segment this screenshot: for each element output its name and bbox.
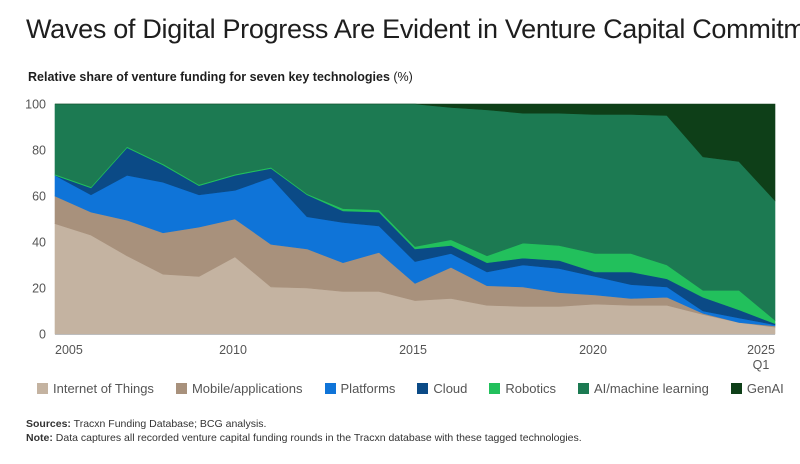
x-tick-label: 2025 xyxy=(747,343,775,357)
x-tick-label: 2015 xyxy=(399,343,427,357)
x-tick-label: 2010 xyxy=(219,343,247,357)
note-label: Note: xyxy=(26,432,53,444)
legend-item-ai-machine-learning: AI/machine learning xyxy=(577,381,709,396)
y-tick-label: 60 xyxy=(32,190,46,204)
subtitle-text: Relative share of venture funding for se… xyxy=(28,70,390,84)
sources-label: Sources: xyxy=(26,418,71,430)
chart-subtitle: Relative share of venture funding for se… xyxy=(28,70,413,84)
x-tick-sublabel: Q1 xyxy=(753,358,770,372)
legend-item-genai: GenAI xyxy=(730,381,784,396)
legend-swatch xyxy=(730,383,742,394)
x-tick-label: 2005 xyxy=(55,343,83,357)
legend-item-cloud: Cloud xyxy=(417,381,467,396)
legend-swatch xyxy=(489,383,501,394)
sources-text: Tracxn Funding Database; BCG analysis. xyxy=(73,418,267,430)
legend-label: Internet of Things xyxy=(53,381,154,396)
chart-title: Waves of Digital Progress Are Evident in… xyxy=(26,14,800,44)
y-tick-label: 20 xyxy=(32,282,46,296)
legend-swatch xyxy=(417,383,429,394)
y-tick-label: 80 xyxy=(32,144,46,158)
subtitle-unit: (%) xyxy=(393,70,413,84)
legend-swatch xyxy=(577,383,589,394)
y-tick-label: 40 xyxy=(32,236,46,250)
legend-label: Mobile/applications xyxy=(191,381,303,396)
legend-item-mobile-applications: Mobile/applications xyxy=(175,381,303,396)
legend-swatch xyxy=(324,383,336,394)
legend-swatch xyxy=(175,383,187,394)
area-genai xyxy=(55,103,776,202)
legend-swatch xyxy=(37,383,48,394)
x-tick-label: 2020 xyxy=(579,343,607,357)
footer: Sources: Tracxn Funding Database; BCG an… xyxy=(26,417,582,445)
areas-layer xyxy=(54,103,776,335)
y-tick-label: 0 xyxy=(39,328,46,342)
legend-label: Cloud xyxy=(433,381,468,396)
legend-label: GenAI xyxy=(746,381,784,396)
legend-label: Platforms xyxy=(340,381,396,396)
legend-label: AI/machine learning xyxy=(593,381,709,396)
legend-item-internet-of-things: Internet of Things xyxy=(37,381,154,396)
legend-label: Robotics xyxy=(505,381,556,396)
legend: Internet of Things Mobile/applications Pla… xyxy=(37,381,800,396)
legend-item-robotics: Robotics xyxy=(489,381,556,396)
legend-item-platforms: Platforms xyxy=(324,381,396,396)
y-axis-ticks: 0 20 40 60 80 100 xyxy=(25,98,46,342)
sources-line: Sources: Tracxn Funding Database; BCG an… xyxy=(26,417,582,431)
y-tick-label: 100 xyxy=(25,98,46,112)
note-line: Note: Data captures all recorded venture… xyxy=(26,431,582,445)
note-text: Data captures all recorded venture capit… xyxy=(55,432,582,444)
